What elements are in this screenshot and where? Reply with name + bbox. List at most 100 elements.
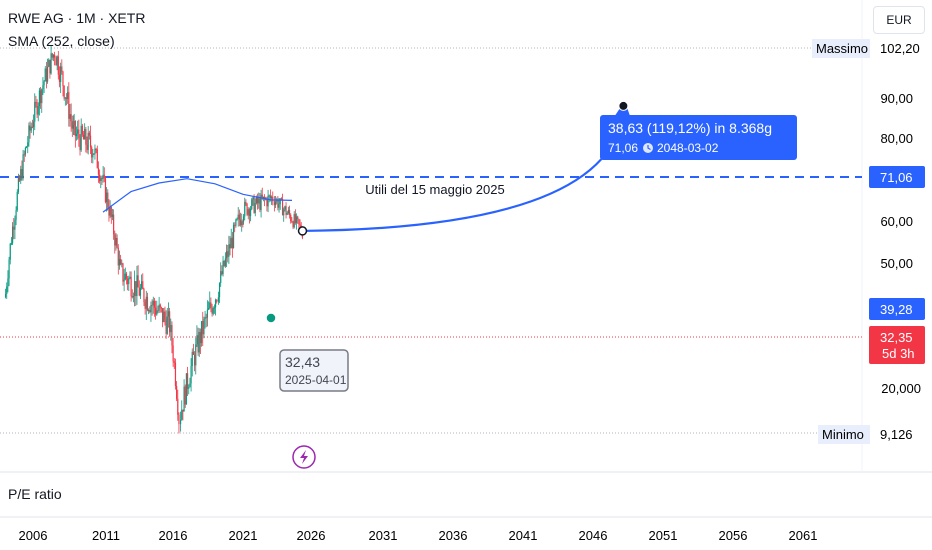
candle-body xyxy=(27,142,29,147)
candle-body xyxy=(69,114,71,119)
candle-body xyxy=(49,59,51,74)
candle-body xyxy=(97,168,100,175)
candle-body xyxy=(262,196,265,199)
earnings-marker[interactable] xyxy=(265,312,277,324)
candle-body xyxy=(96,149,98,169)
candle-body xyxy=(4,293,7,298)
candle-body xyxy=(145,296,147,309)
candle-body xyxy=(176,385,178,399)
candle-body xyxy=(78,129,80,139)
candle-body xyxy=(41,89,43,104)
pe-ratio-pane-label[interactable]: P/E ratio xyxy=(8,486,62,502)
candle-body xyxy=(127,278,129,285)
candle-body xyxy=(82,134,85,140)
candle-body xyxy=(220,271,222,283)
price-tick: 60,00 xyxy=(880,214,913,229)
projection-callout[interactable]: 38,63 (119,12%) in 8.368g 71,06 2048-03-… xyxy=(600,115,797,160)
candle-body xyxy=(38,90,41,107)
candle-body xyxy=(270,196,273,199)
candle-body xyxy=(14,219,16,230)
max-value: 102,20 xyxy=(880,41,920,56)
candle-body xyxy=(293,214,295,228)
projection-end-point[interactable] xyxy=(618,100,629,111)
lightning-icon[interactable] xyxy=(292,445,316,469)
candle-body xyxy=(192,351,195,355)
candle-body xyxy=(242,221,244,223)
candle-body xyxy=(113,214,115,235)
candle-body xyxy=(75,133,78,137)
callout-target-price: 71,06 xyxy=(608,141,638,155)
candle-body xyxy=(290,214,292,222)
price-tick: 90,00 xyxy=(880,91,913,106)
candle-body xyxy=(13,226,15,230)
candle-body xyxy=(207,308,210,310)
candle-body xyxy=(64,97,66,99)
symbol-title[interactable]: RWE AG · 1M · XETR xyxy=(8,10,146,26)
time-tick: 2051 xyxy=(649,528,678,543)
time-tick: 2016 xyxy=(159,528,188,543)
candle-body xyxy=(28,125,30,143)
candle-body xyxy=(184,386,186,405)
currency-button[interactable]: EUR xyxy=(873,6,925,34)
candle-body xyxy=(279,198,281,205)
start-price: 32,43 xyxy=(285,354,320,370)
min-label: Minimo xyxy=(822,427,864,442)
candle-body xyxy=(144,302,146,309)
candle-body xyxy=(39,90,42,104)
candle-body xyxy=(109,206,111,216)
price-axis[interactable]: 90,00 80,00 60,00 50,00 20,000 Massimo 1… xyxy=(812,38,926,444)
max-label: Massimo xyxy=(816,41,868,56)
candle-body xyxy=(273,201,275,206)
candle-body xyxy=(6,286,8,294)
sma-price-badge xyxy=(869,298,925,320)
candle-body xyxy=(242,216,245,222)
candle-body xyxy=(199,332,202,344)
candle-body xyxy=(252,197,254,200)
candle-body xyxy=(189,383,191,388)
candle-body xyxy=(298,219,300,225)
candle-body xyxy=(107,192,109,208)
projection-arrow[interactable] xyxy=(302,101,633,233)
candle-body xyxy=(169,311,171,333)
start-point-tooltip: 32,43 2025-04-01 xyxy=(279,349,349,392)
time-tick: 2056 xyxy=(719,528,748,543)
last-price-badge xyxy=(869,326,925,364)
sma-price-badge-text: 39,28 xyxy=(880,302,913,317)
time-tick: 2006 xyxy=(19,528,48,543)
candle-body xyxy=(266,199,268,207)
candle-body xyxy=(236,218,238,220)
candle-body xyxy=(95,148,97,150)
candle-body xyxy=(115,238,117,246)
candle-body xyxy=(166,316,168,334)
candle-body xyxy=(43,81,45,86)
candle-body xyxy=(106,192,108,203)
candle-body xyxy=(281,199,284,216)
candle-body xyxy=(60,66,62,82)
candle-body xyxy=(36,102,38,115)
candle-body xyxy=(291,221,293,223)
candle-body xyxy=(235,219,237,226)
candle-body xyxy=(61,66,63,72)
candle-body xyxy=(253,197,255,213)
candle-body xyxy=(7,278,9,287)
candle-body xyxy=(58,74,61,82)
candle-body xyxy=(141,281,143,289)
candle-body xyxy=(162,308,164,323)
candle-body xyxy=(34,101,36,122)
candle-body xyxy=(248,209,251,217)
candle-body xyxy=(123,279,125,282)
candle-body xyxy=(172,345,174,362)
candle-body xyxy=(117,247,119,266)
indicator-legend[interactable]: SMA (252, close) xyxy=(8,33,115,49)
projection-start-point[interactable] xyxy=(297,226,308,236)
candle-body xyxy=(170,325,172,333)
candle-body xyxy=(103,174,105,179)
candle-body xyxy=(214,299,217,308)
candle-body xyxy=(134,281,136,296)
candle-body xyxy=(292,222,294,228)
time-axis[interactable]: 2006 2011 2016 2021 2026 2031 2036 2041 … xyxy=(19,528,818,543)
candle-body xyxy=(92,153,94,158)
candle-body xyxy=(77,129,79,134)
time-tick: 2036 xyxy=(439,528,468,543)
